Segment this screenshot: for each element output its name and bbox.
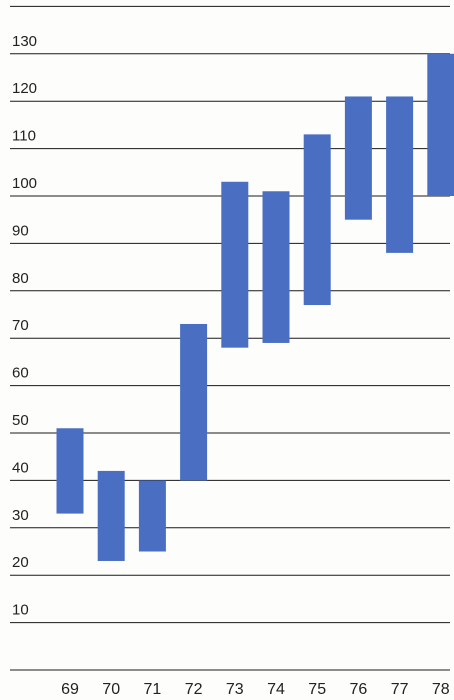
x-tick-label: 69 (61, 681, 79, 698)
y-tick-label: 60 (12, 365, 29, 382)
y-tick-label: 70 (12, 317, 29, 334)
bar-72 (180, 323, 208, 481)
x-tick-label: 73 (226, 681, 244, 698)
y-tick-label: 100 (12, 175, 37, 192)
bar-78 (427, 53, 454, 196)
bars (56, 53, 454, 561)
x-tick-label: 70 (102, 681, 120, 698)
x-tick-label: 78 (432, 681, 450, 698)
x-tick-label: 74 (267, 681, 285, 698)
y-tick-label: 110 (12, 128, 36, 145)
x-tick-label: 76 (350, 681, 368, 698)
y-tick-label: 130 (12, 33, 37, 50)
bar-77 (386, 96, 414, 253)
y-tick-label: 10 (12, 602, 29, 619)
bar-74 (262, 191, 290, 343)
x-tick-label: 72 (185, 681, 203, 698)
x-tick-label: 71 (144, 681, 162, 698)
bar-73 (221, 181, 249, 348)
x-tick-label: 77 (391, 681, 409, 698)
y-tick-label: 80 (12, 270, 29, 287)
bar-76 (344, 96, 372, 220)
bar-71 (138, 480, 166, 552)
x-tick-label: 75 (308, 681, 326, 698)
y-tick-label: 20 (12, 554, 29, 571)
y-axis-ticks: 10 20 30 40 50 60 70 80 90 100 110 120 130 140 Kr (12, 0, 56, 619)
x-axis-ticks: 69 70 71 72 73 74 75 76 77 78 (61, 681, 450, 698)
y-tick-label: 120 (12, 80, 37, 97)
y-tick-label: 140 Kr (12, 0, 56, 2)
y-tick-label: 40 (12, 459, 29, 476)
bar-75 (303, 134, 331, 306)
bar-69 (56, 428, 84, 514)
bar-70 (97, 470, 125, 561)
y-tick-label: 50 (12, 412, 29, 429)
y-tick-label: 30 (12, 507, 29, 524)
y-tick-label: 90 (12, 222, 29, 239)
